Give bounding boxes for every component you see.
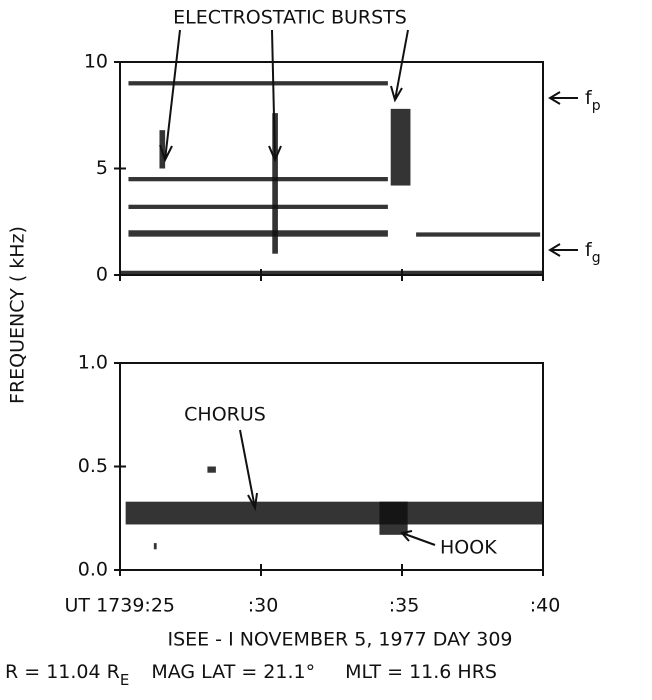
x-tick-label: :40 xyxy=(530,595,561,617)
emission xyxy=(128,230,388,237)
arrow xyxy=(239,429,258,512)
emission xyxy=(207,466,216,473)
caption: R = 11.04 RE MAG LAT = 21.1° MLT = 11.6 HR… xyxy=(5,661,497,689)
emission xyxy=(159,130,166,169)
x-tick-label: :30 xyxy=(248,595,279,617)
annotation: HOOK xyxy=(440,537,497,559)
annotation-text: f xyxy=(585,239,593,261)
y-tick-label: 0.0 xyxy=(78,559,108,581)
emission xyxy=(390,108,411,186)
y-axis-label: FREQUENCY ( kHz) xyxy=(7,226,29,404)
x-tick-label: :35 xyxy=(389,595,420,617)
y-tick-label: 10 xyxy=(84,51,108,73)
emission xyxy=(128,177,388,182)
caption-part: MAG LAT = 21.1° xyxy=(151,661,315,683)
annotation: ELECTROSTATIC BURSTS xyxy=(173,7,407,29)
emission xyxy=(120,270,543,275)
emission xyxy=(416,232,541,237)
emission xyxy=(272,113,278,254)
emission xyxy=(125,501,543,525)
y-tick-label: 5 xyxy=(96,157,108,179)
emission xyxy=(128,204,388,209)
emission xyxy=(128,81,388,86)
annotation-sub: g xyxy=(592,250,601,266)
y-tick-label: 1.0 xyxy=(78,352,108,374)
annotation-text: f xyxy=(585,87,593,109)
y-tick-label: 0 xyxy=(96,264,108,286)
annotation: fp xyxy=(585,87,601,115)
arrow xyxy=(548,243,578,257)
arrow xyxy=(548,91,578,105)
y-tick-label: 0.5 xyxy=(78,455,108,477)
caption-part: MLT = 11.6 HRS xyxy=(345,661,497,683)
emission xyxy=(153,543,157,550)
arrow xyxy=(390,29,409,103)
annotation: CHORUS xyxy=(184,404,266,426)
emission xyxy=(379,501,408,535)
x-tick-label: UT 1739:25 xyxy=(65,595,175,617)
annotation: fg xyxy=(585,239,601,267)
caption-part: R = 11.04 R xyxy=(5,661,120,683)
annotation-sub: p xyxy=(592,98,601,114)
caption-part: E xyxy=(120,671,129,689)
plot-frame xyxy=(119,61,544,276)
caption: ISEE - I NOVEMBER 5, 1977 DAY 309 xyxy=(167,629,512,651)
